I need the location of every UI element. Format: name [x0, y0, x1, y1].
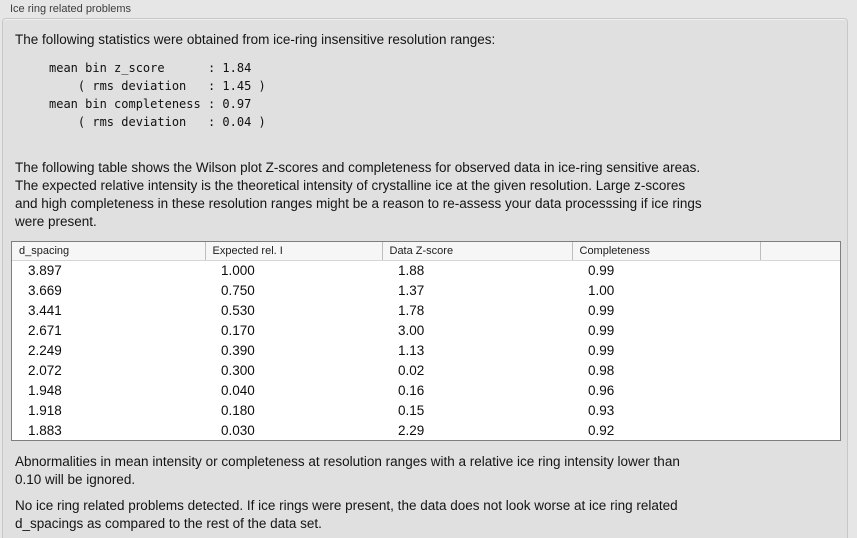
table-cell: 1.918	[28, 402, 62, 418]
table-cell: 2.249	[28, 342, 62, 358]
table-cell: 1.00	[588, 282, 615, 298]
panel-title: Ice ring related problems	[10, 3, 132, 15]
table-cell: 1.78	[398, 302, 425, 318]
table-cell: 0.15	[398, 402, 425, 418]
column-header-filler	[759, 242, 840, 261]
table-cell: 3.897	[28, 262, 62, 278]
table-cell: 3.669	[28, 282, 62, 298]
table-cell: 0.030	[221, 422, 255, 438]
table-cell: 1.948	[28, 382, 62, 398]
table-row[interactable]: 3.441 0.530 1.78 0.99	[12, 300, 840, 320]
table-row[interactable]: 1.918 0.180 0.15 0.93	[12, 400, 840, 420]
table-cell: 3.441	[28, 302, 62, 318]
table-cell: 0.99	[588, 302, 615, 318]
table-cell	[760, 280, 840, 300]
table-header-row: d_spacing Expected rel. I Data Z-score C…	[12, 242, 840, 261]
ignore-note: Abnormalities in mean intensity or compl…	[15, 454, 680, 487]
table-cell: 1.883	[28, 422, 62, 438]
table-cell: 0.170	[221, 322, 255, 338]
column-header-expected-rel-i[interactable]: Expected rel. I	[204, 242, 382, 261]
table-row[interactable]: 1.948 0.040 0.16 0.96	[12, 380, 840, 400]
ice-ring-table[interactable]: d_spacing Expected rel. I Data Z-score C…	[11, 241, 841, 441]
table-cell: 0.99	[588, 322, 615, 338]
table-cell: 0.99	[588, 342, 615, 358]
table-cell: 1.13	[398, 342, 425, 358]
table-row[interactable]: 2.072 0.300 0.02 0.98	[12, 360, 840, 380]
table-cell: 2.671	[28, 322, 62, 338]
table-cell: 0.180	[221, 402, 255, 418]
intro-text: The following statistics were obtained f…	[15, 32, 496, 47]
table-cell: 3.00	[398, 322, 425, 338]
table-cell	[760, 360, 840, 380]
description-text: The following table shows the Wilson plo…	[15, 160, 702, 229]
table-cell: 0.390	[221, 342, 255, 358]
table-row[interactable]: 2.671 0.170 3.00 0.99	[12, 320, 840, 340]
table-row[interactable]: 3.669 0.750 1.37 1.00	[12, 280, 840, 300]
table-cell: 0.99	[588, 262, 615, 278]
table-cell: 0.16	[398, 382, 425, 398]
column-header-completeness[interactable]: Completeness	[571, 242, 760, 261]
table-cell: 0.040	[221, 382, 255, 398]
table-cell: 0.96	[588, 382, 615, 398]
table-cell: 0.93	[588, 402, 615, 418]
table-row[interactable]: 3.897 1.000 1.88 0.99	[12, 260, 840, 280]
table-cell: 1.000	[221, 262, 255, 278]
stats-block: mean bin z_score : 1.84 ( rms deviation …	[49, 61, 266, 129]
table-cell: 0.02	[398, 362, 425, 378]
table-cell: 0.300	[221, 362, 255, 378]
table-cell	[760, 380, 840, 400]
table-cell: 1.88	[398, 262, 425, 278]
table-cell	[760, 400, 840, 420]
conclusion-text: No ice ring related problems detected. I…	[15, 498, 678, 531]
table-cell: 0.750	[221, 282, 255, 298]
table-row[interactable]: 2.249 0.390 1.13 0.99	[12, 340, 840, 360]
table-cell	[760, 320, 840, 340]
table-cell: 2.072	[28, 362, 62, 378]
column-header-data-z-score[interactable]: Data Z-score	[381, 242, 572, 261]
table-cell	[760, 340, 840, 360]
table-row[interactable]: 1.883 0.030 2.29 0.92	[12, 420, 840, 440]
table-cell: 1.37	[398, 282, 425, 298]
table-cell: 0.530	[221, 302, 255, 318]
table-cell: 2.29	[398, 422, 425, 438]
table-cell	[760, 420, 840, 440]
table-cell	[760, 300, 840, 320]
ice-ring-groupbox: The following statistics were obtained f…	[2, 18, 848, 538]
table-cell: 0.92	[588, 422, 615, 438]
column-header-d-spacing[interactable]: d_spacing	[12, 242, 205, 261]
table-cell: 0.98	[588, 362, 615, 378]
table-cell	[760, 260, 840, 280]
